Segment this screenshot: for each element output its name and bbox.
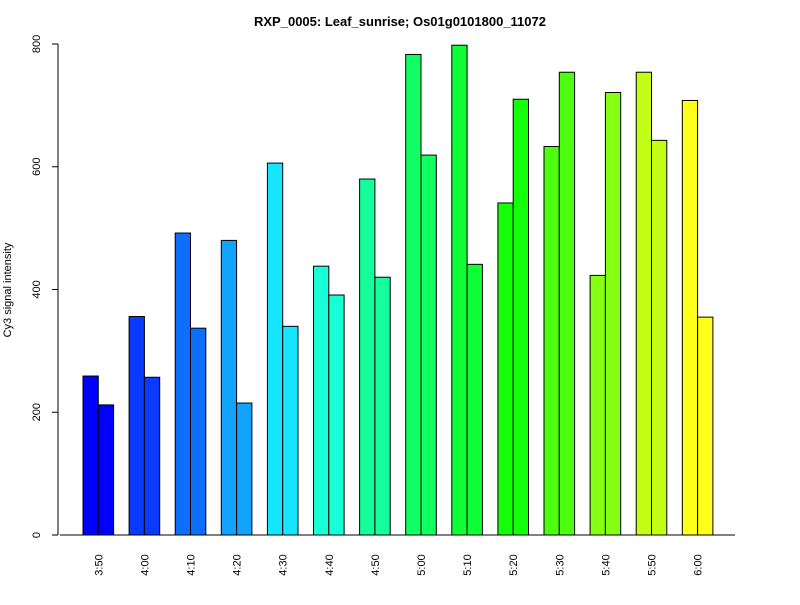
bar-400-rep1	[128, 316, 145, 536]
bar-400-rep2	[143, 376, 161, 536]
bar-350-rep1	[82, 375, 99, 536]
y-tick-label: 800	[31, 35, 43, 53]
bar-420-rep1	[220, 239, 238, 536]
bar-530-rep2	[558, 71, 576, 536]
y-axis-label: Cy3 signal intensity	[2, 242, 14, 337]
x-tick-label: 4:50	[370, 554, 382, 575]
bar-540-rep1	[589, 274, 606, 536]
y-tick-label: 600	[31, 158, 43, 176]
bar-550-rep2	[651, 139, 668, 536]
y-tick-label: 0	[31, 532, 43, 538]
x-tick-label: 4:10	[186, 554, 198, 575]
x-tick-label: 4:30	[278, 554, 290, 575]
bar-410-rep1	[174, 232, 191, 536]
bar-350-rep2	[97, 404, 115, 536]
bar-510-rep1	[451, 44, 468, 536]
bar-430-rep1	[266, 162, 284, 536]
bar-440-rep1	[313, 265, 330, 536]
bar-600-rep1	[681, 99, 699, 536]
bar-540-rep2	[604, 91, 622, 536]
y-tick-label: 200	[31, 403, 43, 421]
x-tick-label: 3:50	[93, 554, 105, 575]
bar-500-rep1	[405, 53, 422, 536]
x-tick-label: 4:00	[139, 554, 151, 575]
bar-420-rep2	[236, 402, 253, 536]
bar-550-rep1	[635, 71, 653, 536]
x-tick-label: 5:40	[600, 554, 612, 575]
x-tick-label: 5:00	[416, 554, 428, 575]
bar-410-rep2	[190, 327, 207, 536]
bar-450-rep2	[374, 276, 391, 536]
bar-530-rep1	[543, 145, 560, 536]
bar-520-rep1	[497, 202, 514, 536]
x-tick-label: 5:20	[508, 554, 520, 575]
bar-600-rep2	[697, 316, 714, 536]
bar-500-rep2	[420, 154, 437, 536]
x-tick-label: 5:10	[462, 554, 474, 575]
bar-430-rep2	[282, 325, 299, 536]
bar-450-rep1	[359, 178, 376, 536]
x-tick-label: 6:00	[693, 554, 705, 575]
bar-510-rep2	[466, 263, 483, 536]
bar-440-rep2	[328, 294, 345, 536]
x-tick-label: 5:30	[554, 554, 566, 575]
y-tick-label: 400	[31, 280, 43, 298]
bar-520-rep2	[512, 98, 530, 536]
x-tick-label: 4:40	[324, 554, 336, 575]
x-tick-label: 4:20	[232, 554, 244, 575]
chart-title: RXP_0005: Leaf_sunrise; Os01g0101800_110…	[254, 14, 546, 29]
x-tick-label: 5:50	[647, 554, 659, 575]
